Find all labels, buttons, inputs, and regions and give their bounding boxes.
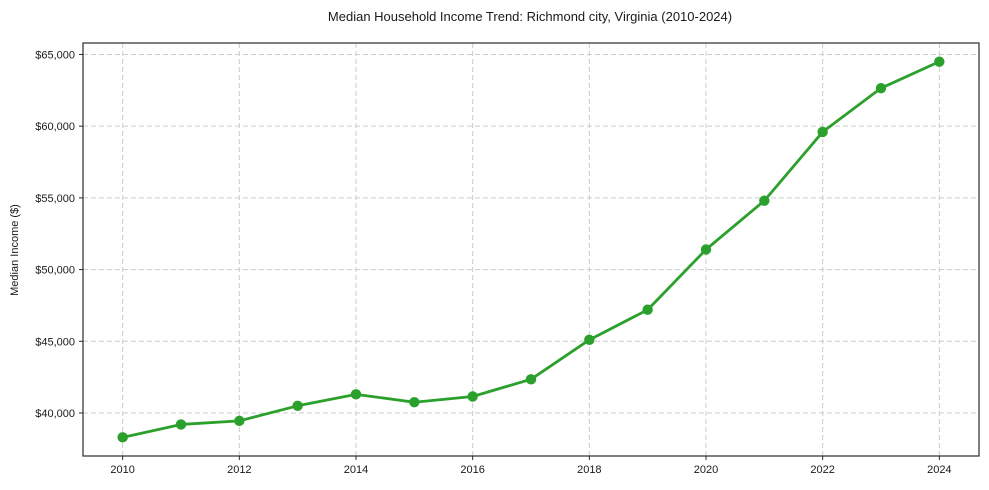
data-point-2017 — [525, 374, 537, 385]
y-tick-label: $40,000 — [35, 408, 75, 420]
data-point-2023 — [875, 82, 887, 94]
x-tick-label: 2016 — [460, 464, 484, 476]
data-point-2013 — [292, 400, 303, 412]
x-tick-label: 2018 — [577, 464, 601, 476]
y-tick-label: $60,000 — [35, 121, 75, 133]
data-point-2022 — [817, 126, 828, 138]
data-point-2020 — [700, 244, 712, 255]
x-tick-label: 2012 — [227, 464, 251, 476]
plot-area: 2010 2012 2014 2016 2018 2020 2022 2024 $40,000 $… — [35, 42, 980, 476]
data-point-2016 — [467, 391, 478, 402]
x-tick-label: 2024 — [927, 464, 951, 476]
y-tick-label: $55,000 — [35, 193, 75, 205]
plot-border — [82, 42, 980, 457]
x-tick-label: 2022 — [810, 464, 834, 476]
y-tick-label: $45,000 — [35, 336, 75, 348]
data-point-2019 — [642, 304, 653, 315]
data-point-2015 — [409, 397, 420, 408]
data-point-2024 — [934, 56, 945, 67]
y-axis-label: Median Income ($) — [9, 204, 21, 296]
data-point-2010 — [117, 432, 128, 443]
y-tick-label: $65,000 — [35, 49, 75, 61]
x-tick-label: 2014 — [344, 464, 368, 476]
x-tick-label: 2020 — [694, 464, 718, 476]
x-tick-label: 2010 — [110, 464, 134, 476]
data-point-2018 — [584, 334, 595, 346]
y-tick-label: $50,000 — [35, 265, 75, 277]
data-point-2012 — [234, 415, 245, 427]
chart-title: Median Household Income Trend: Richmond … — [328, 9, 732, 24]
data-point-2014 — [350, 389, 362, 400]
data-point-2011 — [175, 419, 187, 430]
data-point-2021 — [759, 195, 770, 206]
